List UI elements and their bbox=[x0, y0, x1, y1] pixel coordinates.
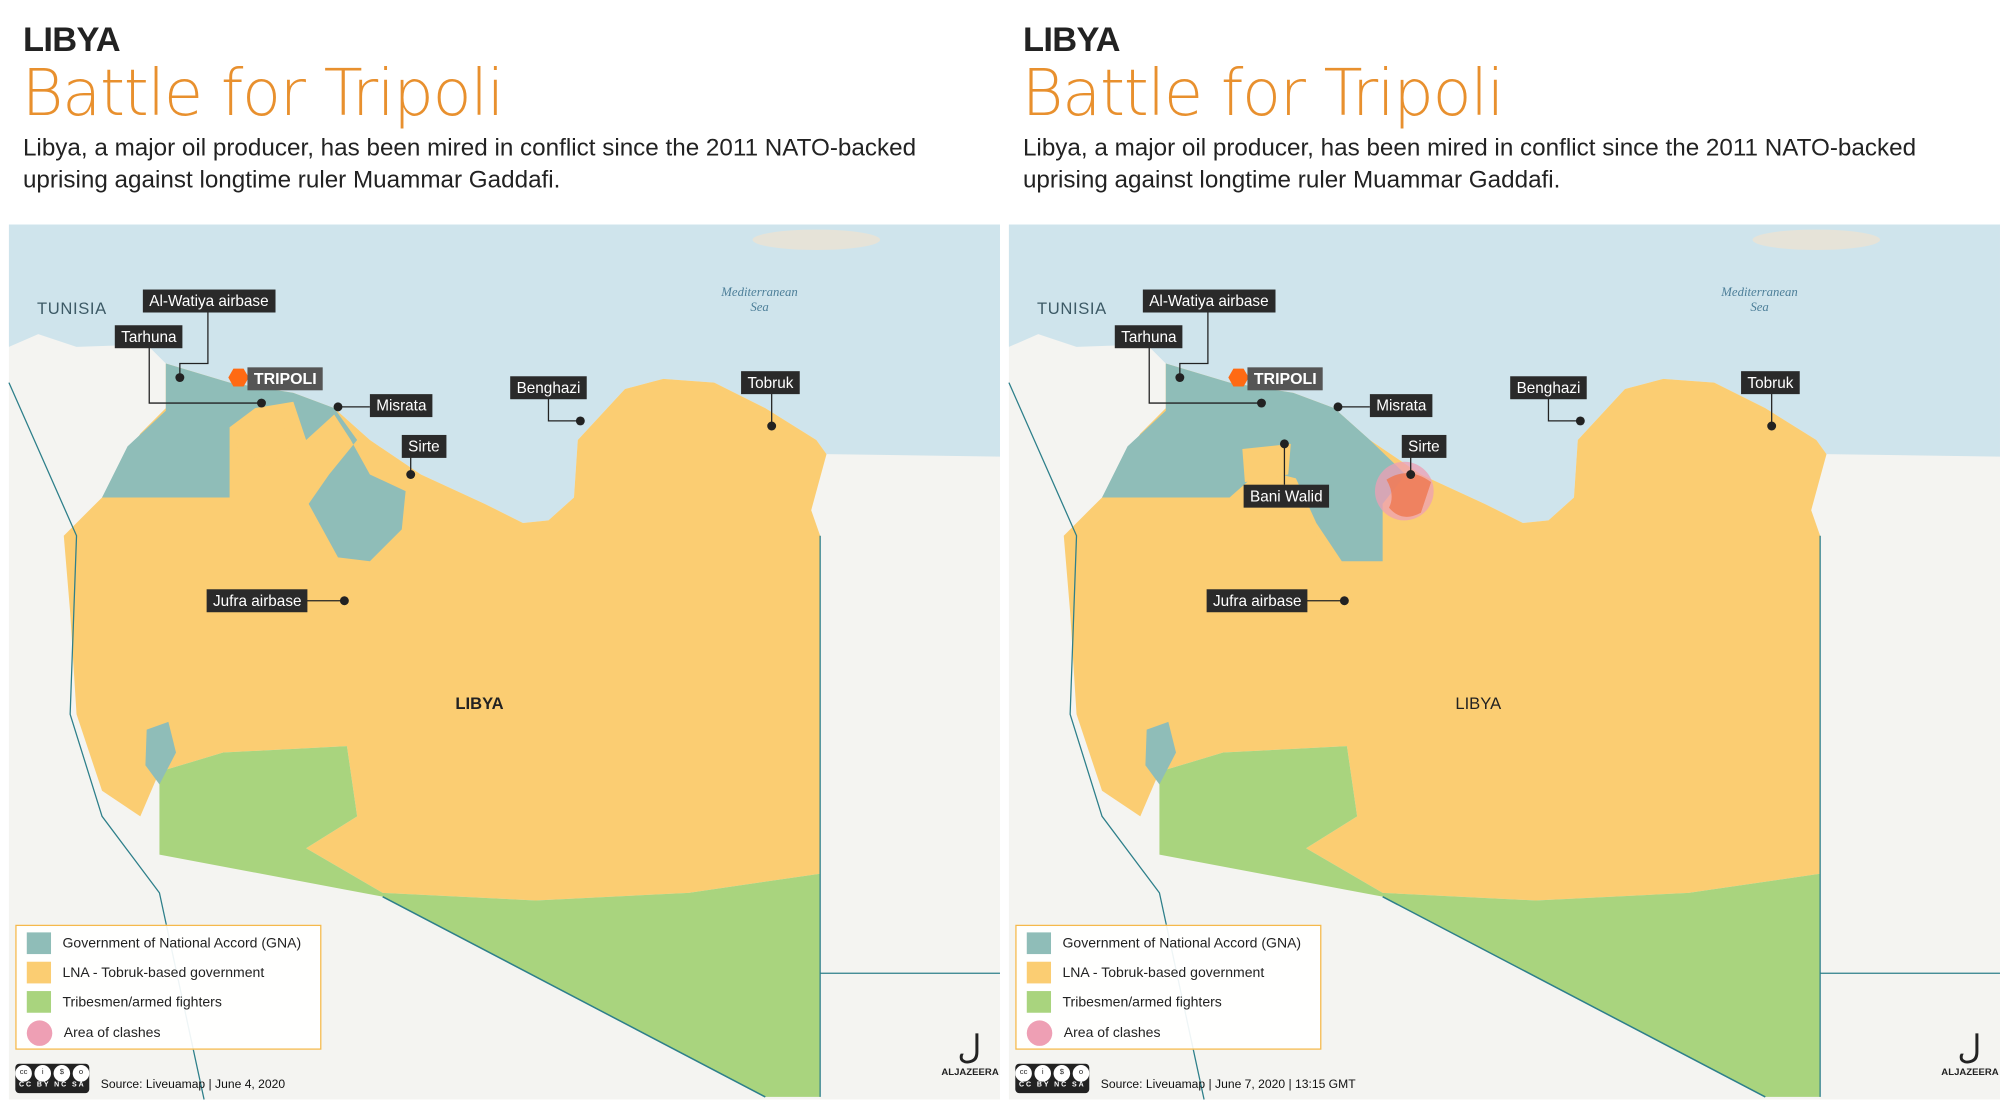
label-tripoli: TRIPOLI bbox=[1247, 367, 1324, 391]
legend-label: Government of National Accord (GNA) bbox=[62, 935, 302, 951]
legend-label: Government of National Accord (GNA) bbox=[1062, 935, 1302, 951]
cc-license-badge: cc i $ o CC BY NC SA bbox=[15, 1063, 90, 1094]
legend-swatch bbox=[1026, 961, 1052, 984]
legend-swatch bbox=[26, 991, 52, 1013]
lna-territory bbox=[63, 363, 827, 901]
aljazeera-calligraphy-icon: ل bbox=[1957, 1028, 1982, 1067]
label-tunisia: TUNISIA bbox=[1036, 298, 1107, 318]
label-sea: Mediterranean Sea bbox=[721, 285, 798, 316]
label-tobruk: Tobruk bbox=[741, 371, 800, 395]
label-tarhuna: Tarhuna bbox=[114, 325, 183, 349]
tribes-territory bbox=[159, 746, 821, 1097]
description: Libya, a major oil producer, has been mi… bbox=[22, 135, 917, 194]
label-sea: Mediterranean Sea bbox=[1721, 285, 1798, 316]
label-jufra: Jufra airbase bbox=[206, 589, 308, 613]
page-title: Battle for Tripoli bbox=[21, 56, 505, 131]
aljazeera-logo: ل ALJAZEERA bbox=[1941, 1028, 1999, 1078]
gna-southwest bbox=[1145, 721, 1177, 785]
legend-item: Area of clashes bbox=[26, 1020, 161, 1046]
label-tarhuna: Tarhuna bbox=[1114, 325, 1183, 349]
legend: Government of National Accord (GNA) LNA -… bbox=[1015, 924, 1322, 1050]
label-libya: LIBYA bbox=[1455, 693, 1502, 714]
aljazeera-logo: ل ALJAZEERA bbox=[941, 1028, 999, 1078]
cc-icons: cc i $ o bbox=[15, 1064, 90, 1082]
label-jufra: Jufra airbase bbox=[1206, 589, 1308, 613]
aljazeera-calligraphy-icon: ل bbox=[957, 1028, 982, 1067]
legend-label: Area of clashes bbox=[63, 1025, 161, 1041]
legend-swatch bbox=[1026, 991, 1052, 1013]
legend-item: Government of National Accord (GNA) bbox=[26, 932, 302, 955]
legend-label: Tribesmen/armed fighters bbox=[1062, 994, 1222, 1010]
source-line: Source: Liveuamap | June 4, 2020 bbox=[100, 1077, 286, 1092]
label-tunisia: TUNISIA bbox=[36, 298, 107, 318]
legend-swatch bbox=[26, 961, 52, 984]
page-title: Battle for Tripoli bbox=[1021, 56, 1505, 131]
label-tripoli: TRIPOLI bbox=[247, 367, 324, 391]
crete bbox=[1752, 229, 1881, 250]
label-tobruk: Tobruk bbox=[1741, 371, 1800, 395]
label-misrata: Misrata bbox=[1369, 394, 1433, 418]
label-bani-walid: Bani Walid bbox=[1243, 484, 1329, 508]
label-sirte: Sirte bbox=[1401, 434, 1447, 458]
legend-swatch bbox=[26, 932, 52, 955]
gna-territory bbox=[102, 363, 406, 562]
legend-item: LNA - Tobruk-based government bbox=[1026, 961, 1265, 984]
label-misrata: Misrata bbox=[369, 394, 433, 418]
label-benghazi: Benghazi bbox=[510, 376, 587, 400]
legend-item: Tribesmen/armed fighters bbox=[26, 991, 222, 1013]
legend-item: LNA - Tobruk-based government bbox=[26, 961, 265, 984]
label-al-watiya: Al-Watiya airbase bbox=[142, 289, 275, 313]
license-text: CC BY NC SA bbox=[19, 1081, 86, 1090]
legend-label: LNA - Tobruk-based government bbox=[1062, 964, 1265, 981]
tribes-territory bbox=[1159, 746, 1821, 1097]
gna-southwest bbox=[145, 721, 177, 785]
legend-swatch bbox=[26, 1020, 53, 1046]
map-panel-after: LIBYA Battle for Tripoli Libya, a major oi… bbox=[1000, 0, 2000, 1111]
tripoli-marker-icon bbox=[228, 368, 249, 387]
license-text: CC BY NC SA bbox=[1019, 1081, 1086, 1090]
label-al-watiya: Al-Watiya airbase bbox=[1142, 289, 1275, 313]
legend-swatch bbox=[1026, 1020, 1053, 1046]
legend-item: Government of National Accord (GNA) bbox=[1026, 932, 1302, 955]
legend-item: Tribesmen/armed fighters bbox=[1026, 991, 1222, 1013]
legend-label: Tribesmen/armed fighters bbox=[62, 994, 222, 1010]
legend-item: Area of clashes bbox=[1026, 1020, 1161, 1046]
legend-label: LNA - Tobruk-based government bbox=[62, 964, 265, 981]
crete bbox=[752, 229, 881, 250]
source-line: Source: Liveuamap | June 7, 2020 | 13:15… bbox=[1100, 1077, 1356, 1092]
legend-label: Area of clashes bbox=[1063, 1025, 1161, 1041]
kicker: LIBYA bbox=[1022, 20, 1121, 59]
label-sirte: Sirte bbox=[401, 434, 447, 458]
label-benghazi: Benghazi bbox=[1510, 376, 1587, 400]
kicker: LIBYA bbox=[22, 20, 121, 59]
legend: Government of National Accord (GNA) LNA -… bbox=[15, 924, 322, 1050]
brand-wordmark: ALJAZEERA bbox=[1941, 1066, 1999, 1078]
tripoli-marker-icon bbox=[1228, 368, 1249, 387]
brand-wordmark: ALJAZEERA bbox=[941, 1066, 999, 1078]
cc-icons: cc i $ o bbox=[1015, 1064, 1090, 1082]
cc-license-badge: cc i $ o CC BY NC SA bbox=[1015, 1063, 1090, 1094]
map-panel-before: LIBYA Battle for Tripoli Libya, a major oi… bbox=[8, 20, 1000, 1100]
legend-swatch bbox=[1026, 932, 1052, 955]
description: Libya, a major oil producer, has been mi… bbox=[1022, 135, 1917, 194]
label-libya: LIBYA bbox=[455, 693, 504, 714]
